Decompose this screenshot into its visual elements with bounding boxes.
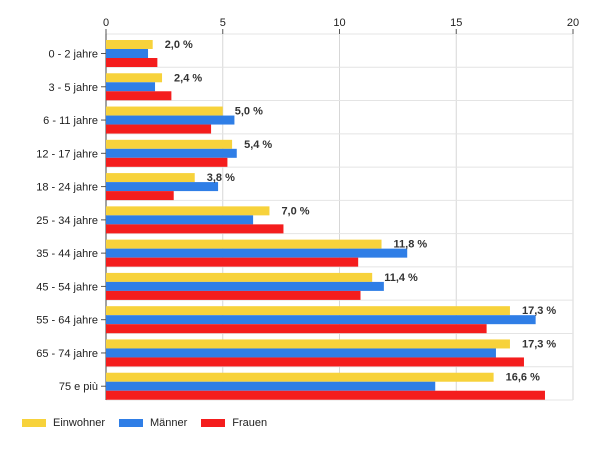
category-label: 55 - 64 jahre bbox=[36, 315, 98, 327]
bar-einwohner bbox=[106, 40, 153, 49]
bar-mnner bbox=[106, 49, 149, 58]
legend-item: Einwohner bbox=[22, 417, 105, 429]
bar-frauen bbox=[106, 191, 174, 201]
x-axis-ticks: 0 5 10 15 20 bbox=[103, 17, 579, 34]
category-label: 12 - 17 jahre bbox=[36, 148, 98, 160]
legend-label: Frauen bbox=[232, 417, 268, 429]
data-label: 17,3 % bbox=[522, 338, 556, 350]
category-label: 65 - 74 jahre bbox=[36, 348, 98, 360]
bar-einwohner bbox=[106, 339, 510, 349]
legend-swatch bbox=[201, 419, 226, 427]
bar-mnner bbox=[106, 115, 235, 125]
category-label: 18 - 24 jahre bbox=[36, 182, 98, 194]
bar-frauen bbox=[106, 290, 361, 300]
x-tick-label: 5 bbox=[220, 17, 226, 29]
bar-frauen bbox=[106, 224, 284, 234]
x-tick-label: 15 bbox=[450, 17, 462, 29]
bar-frauen bbox=[106, 357, 524, 367]
category-labels: 0 - 2 jahre 3 - 5 jahre 6 - 11 jahre 12 - 1… bbox=[36, 49, 106, 393]
x-tick-label: 10 bbox=[333, 17, 345, 29]
legend-swatch bbox=[22, 419, 46, 427]
bar-mnner bbox=[106, 148, 237, 158]
bar-einwohner bbox=[106, 73, 163, 83]
category-label: 0 - 2 jahre bbox=[48, 49, 98, 61]
bar-frauen bbox=[106, 390, 545, 400]
data-label: 5,0 % bbox=[235, 106, 263, 118]
category-label: 35 - 44 jahre bbox=[36, 248, 98, 260]
x-tick-label: 20 bbox=[567, 17, 579, 29]
bar-mnner bbox=[106, 348, 496, 358]
bars bbox=[106, 40, 545, 400]
bar-mnner bbox=[106, 381, 436, 391]
data-label: 2,4 % bbox=[174, 72, 202, 84]
x-tick-label: 0 bbox=[103, 17, 109, 29]
bar-frauen bbox=[106, 58, 158, 67]
data-label: 3,8 % bbox=[207, 172, 235, 184]
bar-einwohner bbox=[106, 173, 195, 183]
legend-swatch bbox=[118, 419, 143, 427]
data-label: 5,4 % bbox=[244, 139, 272, 151]
data-labels: 2,0 % 2,4 % 5,0 % 5,4 % 3,8 % 7,0 % 11,8 % 11,4… bbox=[165, 39, 557, 384]
bar-einwohner bbox=[106, 106, 223, 116]
legend-label: Männer bbox=[149, 417, 188, 429]
bar-mnner bbox=[106, 182, 219, 192]
legend-item: Männer bbox=[118, 417, 188, 429]
bar-frauen bbox=[106, 124, 212, 134]
bar-mnner bbox=[106, 248, 408, 258]
data-label: 7,0 % bbox=[281, 205, 309, 217]
category-label: 75 e più bbox=[59, 381, 98, 393]
data-label: 11,8 % bbox=[394, 239, 428, 251]
category-label: 45 - 54 jahre bbox=[36, 281, 98, 293]
data-label: 2,0 % bbox=[165, 39, 193, 51]
bar-einwohner bbox=[106, 306, 510, 316]
bar-frauen bbox=[106, 324, 487, 334]
bar-einwohner bbox=[106, 372, 494, 382]
bar-mnner bbox=[106, 315, 536, 325]
bar-einwohner bbox=[106, 139, 233, 149]
bar-mnner bbox=[106, 82, 156, 92]
category-label: 6 - 11 jahre bbox=[43, 115, 98, 127]
legend-item: Frauen bbox=[201, 417, 267, 429]
bar-frauen bbox=[106, 257, 359, 267]
data-label: 11,4 % bbox=[384, 272, 418, 284]
data-label: 16,6 % bbox=[506, 372, 540, 384]
category-label: 3 - 5 jahre bbox=[48, 82, 98, 94]
bar-mnner bbox=[106, 215, 254, 225]
category-label: 25 - 34 jahre bbox=[36, 215, 98, 227]
bar-mnner bbox=[106, 281, 384, 291]
bar-einwohner bbox=[106, 206, 270, 216]
bar-frauen bbox=[106, 91, 172, 101]
chart: 0 5 10 15 20 0 - 2 jahre 3 - 5 jahre 6 - 11 ja… bbox=[36, 17, 579, 401]
bar-einwohner bbox=[106, 239, 382, 249]
bar-einwohner bbox=[106, 272, 373, 282]
legend: Einwohner Männer Frauen bbox=[22, 415, 281, 431]
data-label: 17,3 % bbox=[522, 305, 556, 317]
bar-frauen bbox=[106, 157, 228, 167]
legend-label: Einwohner bbox=[53, 417, 105, 429]
